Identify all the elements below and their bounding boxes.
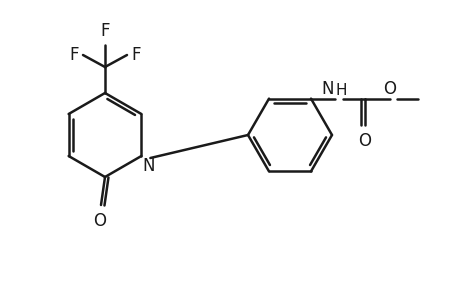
Text: O: O <box>358 132 371 150</box>
Text: N: N <box>321 80 333 98</box>
Text: F: F <box>69 46 79 64</box>
Text: N: N <box>142 157 155 175</box>
Text: F: F <box>131 46 140 64</box>
Text: F: F <box>100 22 110 40</box>
Text: O: O <box>383 80 396 98</box>
Text: H: H <box>335 82 347 98</box>
Text: O: O <box>93 212 106 230</box>
